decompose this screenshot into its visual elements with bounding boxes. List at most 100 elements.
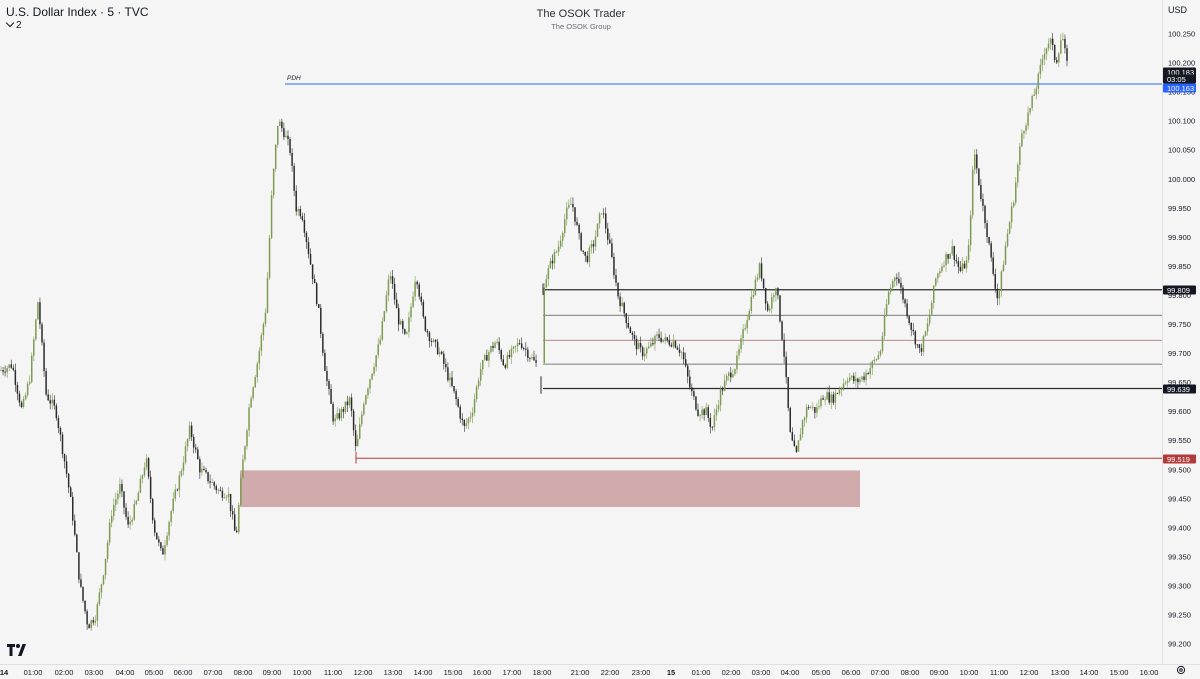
price-tick-label: 100.250 xyxy=(1168,30,1195,39)
candle-body xyxy=(930,303,933,315)
price-tick-label: 100.200 xyxy=(1168,59,1195,68)
candle-body xyxy=(633,334,636,339)
candle-body xyxy=(12,367,15,371)
symbol-title[interactable]: U.S. Dollar Index · 5 · TVC xyxy=(6,5,149,19)
candle-body xyxy=(777,288,779,296)
time-axis[interactable]: 14 01:00 02:00 03:00 04:00 05:00 06:00 07:00 08:… xyxy=(0,664,1200,678)
candle-body xyxy=(158,539,160,543)
candle-body xyxy=(785,356,787,378)
time-tick-label: 14 xyxy=(0,668,9,677)
candle-body xyxy=(383,311,386,322)
candle-body xyxy=(473,399,476,413)
candle-body xyxy=(285,135,287,138)
time-tick-label: 07:00 xyxy=(871,668,890,677)
settings-gear-icon[interactable] xyxy=(1176,665,1186,675)
candle-body xyxy=(914,331,917,345)
candle-body xyxy=(840,388,843,391)
candle-body xyxy=(318,304,320,308)
candle-body xyxy=(39,302,41,325)
candle-body xyxy=(330,389,332,404)
candle-body xyxy=(455,391,457,400)
candle-body xyxy=(465,423,468,426)
candle-body xyxy=(51,399,53,404)
candle-body xyxy=(6,367,8,373)
candle-body xyxy=(363,404,365,415)
candle-body xyxy=(951,246,953,254)
candle-body xyxy=(178,475,181,491)
candle-body xyxy=(424,316,427,331)
candle-body xyxy=(248,407,250,431)
candle-body xyxy=(1056,60,1058,63)
candle-body xyxy=(496,341,498,343)
candle-body xyxy=(828,392,830,403)
candle-body xyxy=(963,263,966,269)
candle-body xyxy=(106,542,109,559)
candle-body xyxy=(1019,146,1021,165)
candle-body xyxy=(215,486,217,491)
currency-button[interactable]: USD xyxy=(1168,5,1188,15)
candle-body xyxy=(92,620,94,623)
candle-body xyxy=(184,446,187,463)
candle-body xyxy=(760,263,763,279)
candle-body xyxy=(779,295,781,322)
candle-body xyxy=(656,334,658,336)
candle-body xyxy=(502,359,504,366)
candle-body xyxy=(582,250,584,252)
candle-body xyxy=(279,121,281,126)
time-tick-label: 08:00 xyxy=(901,668,920,677)
candle-body xyxy=(619,296,621,307)
indicator-collapse-button[interactable]: 2 xyxy=(4,18,25,31)
candle-body xyxy=(100,584,103,593)
price-axis[interactable]: 100.250100.200100.150100.100100.050100.0… xyxy=(1162,0,1200,664)
time-tick-label: 11:00 xyxy=(990,668,1008,677)
pdh-label: PDH xyxy=(287,75,301,82)
candle-body xyxy=(406,332,408,334)
candle-body xyxy=(725,375,728,381)
time-tick-label: 02:00 xyxy=(55,668,74,677)
candle-body xyxy=(258,350,261,364)
candle-body xyxy=(918,344,921,349)
candle-body xyxy=(949,253,951,259)
candle-body xyxy=(63,454,66,462)
candle-body xyxy=(889,287,892,293)
candle-body xyxy=(326,370,328,382)
candle-body xyxy=(35,319,37,340)
candle-body xyxy=(971,169,974,216)
candle-body xyxy=(580,233,582,251)
candle-body xyxy=(748,311,750,320)
candle-body xyxy=(1041,59,1044,65)
candle-body xyxy=(359,424,361,439)
candle-body xyxy=(514,346,517,347)
price-tick-label: 99.550 xyxy=(1168,436,1191,445)
price-tag-bg xyxy=(1163,74,1196,84)
candle-body xyxy=(553,251,556,264)
candle-body xyxy=(49,400,51,404)
candle-body xyxy=(340,409,343,419)
time-tick-label: 10:00 xyxy=(960,668,979,677)
candle-body xyxy=(88,624,90,629)
tradingview-logo-icon[interactable] xyxy=(7,644,27,657)
time-tick-label: 11:00 xyxy=(324,668,342,677)
price-tick-label: 100.100 xyxy=(1168,117,1195,126)
candle-body xyxy=(391,276,394,284)
candle-body xyxy=(190,425,193,438)
candle-body xyxy=(693,391,695,397)
candle-body xyxy=(746,319,748,329)
candle-body xyxy=(875,359,878,361)
candle-body xyxy=(676,347,679,350)
candle-body xyxy=(420,296,422,302)
candle-body xyxy=(272,168,275,196)
candle-body xyxy=(717,405,720,410)
candle-body xyxy=(687,365,689,377)
price-tick-label: 99.650 xyxy=(1168,378,1191,387)
candle-body xyxy=(643,353,646,357)
candle-body xyxy=(764,287,767,304)
candle-body xyxy=(37,302,39,320)
price-tag-bg xyxy=(1163,384,1196,394)
candle-body xyxy=(814,407,816,413)
time-tick-label: 12:00 xyxy=(354,668,373,677)
candle-body xyxy=(795,446,798,452)
candle-body xyxy=(816,407,818,413)
candle-body xyxy=(498,341,500,351)
